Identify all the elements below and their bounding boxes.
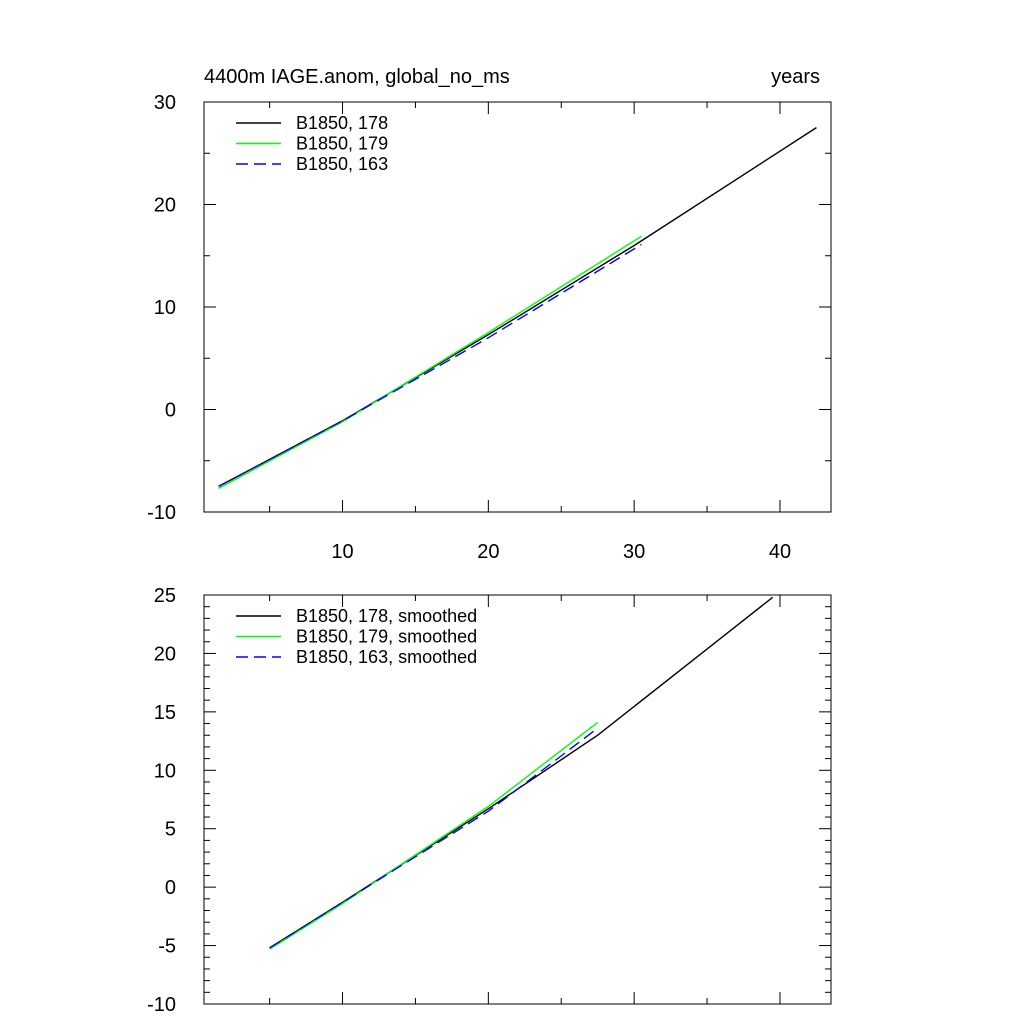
legend-entry: B1850, 163, smoothed — [296, 647, 477, 667]
legend-entry: B1850, 178, smoothed — [296, 606, 477, 626]
legend-entry: B1850, 178 — [296, 113, 388, 133]
x-tick-label: 10 — [331, 541, 353, 563]
series-line-1 — [218, 127, 817, 488]
series-line-2 — [269, 721, 599, 950]
series-line-2 — [218, 235, 642, 490]
y-tick-label: 25 — [154, 585, 176, 607]
x-tick-label: 30 — [623, 541, 645, 563]
y-tick-label: 20 — [154, 195, 176, 217]
chart-title: 4400m IAGE.anom, global_no_ms — [204, 66, 510, 88]
y-tick-label: -5 — [158, 936, 176, 958]
legend-entry: B1850, 163 — [296, 154, 388, 174]
x-tick-label: 20 — [477, 541, 499, 563]
y-tick-label: -10 — [147, 994, 176, 1016]
plot-frame — [203, 594, 832, 1005]
series-line-3 — [218, 243, 642, 488]
y-tick-label: 30 — [154, 92, 176, 114]
y-tick-label: 0 — [165, 400, 176, 422]
y-tick-label: 20 — [154, 643, 176, 665]
y-tick-label: -10 — [147, 502, 176, 524]
x-tick-label: 40 — [769, 541, 791, 563]
chart-panel-1: -10 0 10 20 30 10 20 30 40 4400m IAGE.anom, globa… — [147, 66, 832, 563]
series-line-3 — [269, 727, 599, 949]
y-tick-label: 10 — [154, 760, 176, 782]
y-tick-label: 15 — [154, 702, 176, 724]
y-tick-label: 0 — [165, 877, 176, 899]
y-tick-label: 5 — [165, 819, 176, 841]
legend-entry: B1850, 179, smoothed — [296, 627, 477, 647]
y-tick-label: 10 — [154, 297, 176, 319]
chart-units: years — [771, 66, 820, 88]
legend-entry: B1850, 179 — [296, 134, 388, 154]
